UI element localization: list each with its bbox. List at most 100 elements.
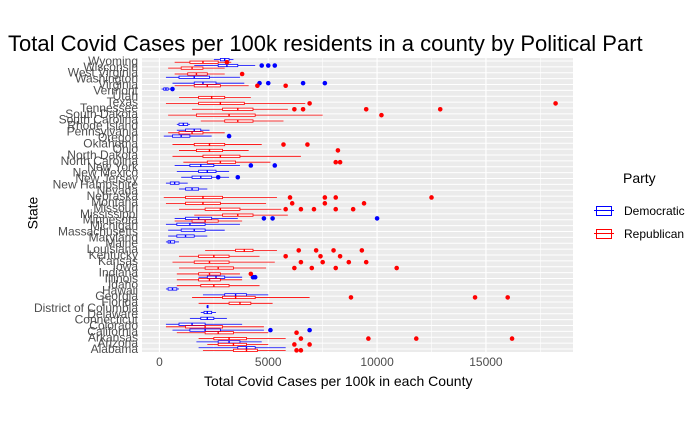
outlier-point (333, 206, 339, 212)
outlier-point (320, 259, 325, 265)
box-iqr (196, 113, 256, 117)
outlier-point (413, 336, 419, 341)
y-tick-label: Wisconsin (83, 60, 138, 74)
outlier-point (359, 248, 365, 253)
box-republican (179, 95, 251, 100)
box-iqr (193, 81, 217, 85)
outlier-point (226, 133, 232, 139)
outlier-point (255, 83, 260, 89)
box-democratic (206, 305, 209, 309)
y-tick-label: New Mexico (73, 166, 139, 180)
box-iqr (185, 195, 223, 200)
box-democratic (181, 174, 241, 180)
box-republican (172, 259, 369, 265)
outlier-point (337, 253, 343, 259)
outlier-point (224, 59, 230, 65)
outlier-point (298, 206, 304, 212)
legend-key-democratic (594, 205, 614, 216)
outlier-point (331, 248, 336, 253)
y-tick-label: North Carolina (61, 154, 139, 168)
y-tick-label: South Carolina (59, 113, 139, 127)
outlier-point (239, 71, 245, 77)
y-tick-label: Kansas (98, 254, 138, 268)
outlier-point (248, 163, 254, 168)
outlier-point (265, 80, 271, 86)
y-tick-label: Idaho (108, 277, 138, 291)
box-iqr (198, 101, 245, 105)
outlier-point (259, 63, 265, 68)
y-tick-label: Missouri (93, 201, 138, 215)
outlier-point (311, 206, 317, 212)
box-republican (200, 119, 284, 123)
y-tick-label: Arizona (97, 336, 138, 350)
box-democratic (165, 75, 240, 79)
box-republican (168, 131, 225, 135)
outlier-point (235, 174, 241, 180)
box-iqr (204, 207, 241, 211)
y-tick-label: Wyoming (88, 54, 138, 68)
outlier-point (553, 101, 558, 106)
legend-item-democratic: Democratic (594, 199, 685, 222)
box-iqr (213, 337, 247, 341)
legend-key-republican (594, 228, 614, 239)
legend-title: Party (623, 170, 656, 186)
box-republican (198, 301, 273, 305)
outlier-point (346, 259, 352, 265)
outlier-point (298, 348, 304, 353)
grid-lines (142, 58, 573, 352)
box-democratic (179, 187, 208, 191)
box-republican (172, 154, 301, 158)
box-republican (168, 66, 225, 70)
box-iqr (204, 331, 234, 335)
outlier-point (248, 271, 254, 277)
y-tick-label: New York (87, 160, 139, 174)
y-tick-label: Oregon (98, 130, 138, 144)
outlier-point (318, 253, 323, 259)
y-tick-label: Rhode Island (67, 119, 138, 133)
box-democratic (165, 287, 180, 291)
box-iqr (178, 131, 204, 135)
box-democratic (194, 63, 278, 68)
y-tick-label: Alabama (91, 342, 139, 356)
outlier-point (337, 159, 343, 165)
box-iqr (217, 342, 247, 347)
box-iqr (185, 128, 202, 132)
x-tick-label: 5000 (255, 355, 282, 369)
box-iqr (202, 154, 241, 158)
y-tick-label: New Jersey (75, 172, 138, 186)
outlier-point (272, 163, 278, 168)
legend-item-republican: Republican (594, 222, 685, 245)
outlier-point (307, 327, 312, 333)
outlier-point (309, 265, 315, 271)
box-iqr (222, 295, 256, 299)
y-tick-label: Washington (75, 72, 138, 86)
outlier-point (215, 174, 221, 180)
box-republican (165, 325, 264, 329)
x-axis-title: Total Covid Cases per 100k in each Count… (204, 373, 473, 389)
box-plots (161, 58, 558, 353)
outlier-point (379, 112, 384, 118)
box-republican (202, 348, 304, 353)
box-republican (192, 295, 510, 300)
y-tick-label: Florida (101, 295, 138, 309)
y-tick-label: Texas (107, 95, 138, 109)
y-tick-label: Iowa (113, 260, 139, 274)
box-democratic (165, 240, 180, 244)
box-democratic (213, 58, 234, 62)
box-democratic (168, 234, 208, 238)
y-tick-label: Colorado (89, 319, 138, 333)
y-tick-label: Delaware (87, 307, 138, 321)
y-tick-label: Nevada (97, 183, 139, 197)
box-iqr (233, 348, 258, 352)
outlier-point (361, 201, 367, 206)
box-democratic (161, 86, 175, 92)
outlier-point (394, 265, 399, 271)
box-republican (179, 253, 343, 259)
x-tick-label: 10000 (360, 355, 394, 369)
outlier-point (322, 201, 328, 206)
outlier-point (270, 216, 275, 221)
outlier-point (283, 253, 288, 259)
outlier-point (283, 83, 288, 89)
x-tick-label: 0 (156, 355, 163, 369)
